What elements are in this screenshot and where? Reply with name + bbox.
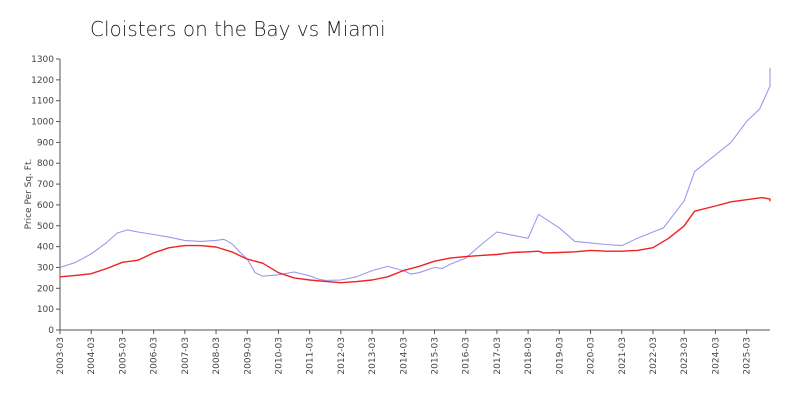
y-axis: 0 100 200 300 400 500 600 700 800 900 1000 1100 1200… (31, 55, 61, 336)
y-tick-label: 100 (37, 305, 54, 315)
x-tick-label: 2025-03 (743, 337, 753, 375)
x-tick-label: 2012-03 (337, 337, 347, 375)
x-tick-label: 2014-03 (399, 337, 409, 375)
x-tick-label: 2021-03 (618, 337, 628, 375)
y-tick-label: 200 (37, 284, 54, 294)
x-tick-label: 2008-03 (212, 337, 222, 375)
x-tick-label: 2022-03 (649, 337, 659, 375)
y-tick-label: 1000 (31, 118, 54, 128)
x-tick-label: 2024-03 (711, 337, 721, 375)
y-tick-label: 800 (37, 159, 54, 169)
chart-title: Cloisters on the Bay vs Miami (90, 17, 386, 41)
x-tick-label: 2020-03 (587, 337, 597, 375)
y-tick-label: 600 (37, 201, 54, 211)
y-tick-label: 1200 (31, 76, 54, 86)
x-tick-label: 2006-03 (150, 337, 160, 375)
x-tick-label: 2010-03 (274, 337, 284, 375)
series-line-2 (59, 196, 771, 284)
y-tick-label: 1300 (31, 55, 54, 65)
x-tick-label: 2019-03 (555, 337, 565, 375)
y-tick-label: 1100 (31, 97, 54, 107)
x-tick-label: 2007-03 (181, 337, 191, 375)
y-tick-label: 900 (37, 138, 54, 148)
x-tick-label: 2018-03 (524, 337, 534, 375)
y-tick-label: 0 (48, 326, 54, 336)
x-tick-label: 2005-03 (118, 337, 128, 375)
series-layer (59, 67, 771, 284)
x-tick-label: 2003-03 (56, 337, 66, 375)
x-axis: 2003-03 2004-03 2005-03 2006-03 2007-03 2008-… (56, 329, 770, 375)
y-tick-label: 300 (37, 263, 54, 273)
x-tick-label: 2023-03 (680, 337, 690, 375)
x-tick-label: 2017-03 (493, 337, 503, 375)
x-tick-label: 2011-03 (306, 337, 316, 375)
y-axis-label: Price Per Sq. Ft. (24, 159, 34, 230)
y-tick-label: 700 (37, 180, 54, 190)
x-tick-label: 2016-03 (462, 337, 472, 375)
y-tick-label: 400 (37, 243, 54, 253)
series-line-1 (59, 67, 771, 281)
x-tick-label: 2015-03 (431, 337, 441, 375)
y-tick-label: 500 (37, 222, 54, 232)
x-tick-label: 2004-03 (87, 337, 97, 375)
x-tick-label: 2013-03 (368, 337, 378, 375)
x-tick-label: 2009-03 (243, 337, 253, 375)
